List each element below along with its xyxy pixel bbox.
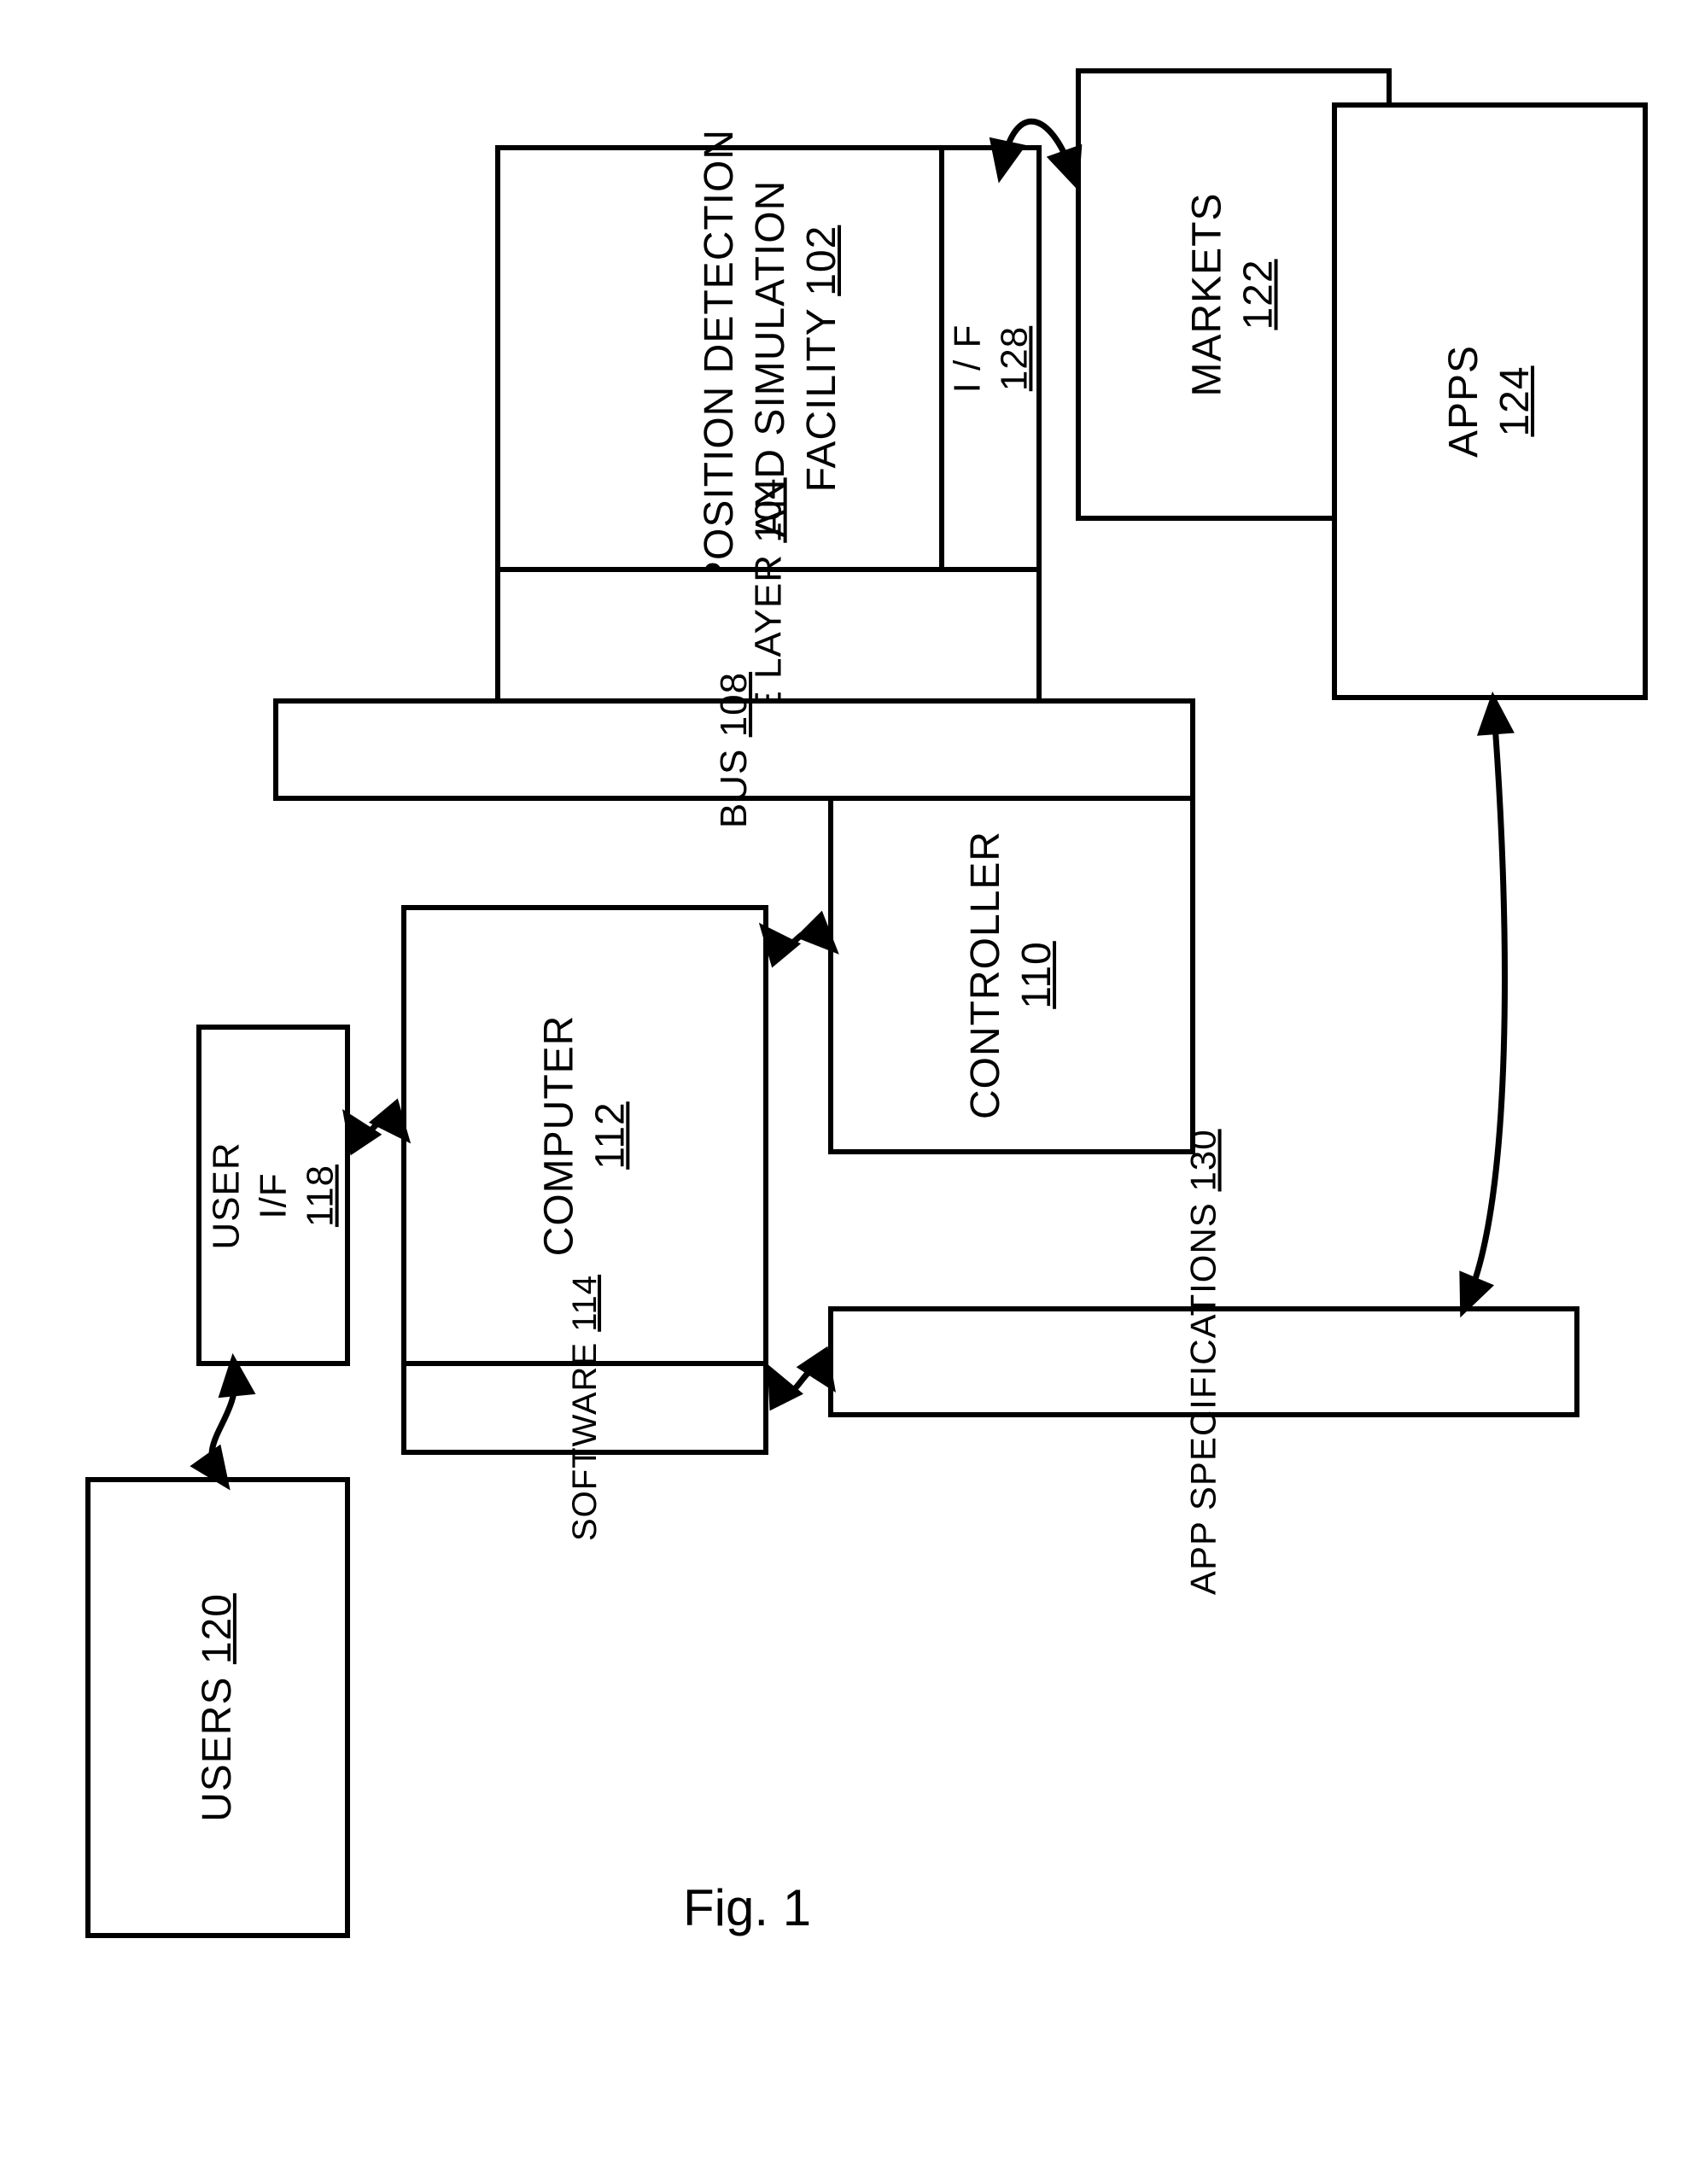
- controller-num: 110: [1014, 941, 1060, 1009]
- edge-apps-appspecs: [1468, 713, 1504, 1298]
- users-label: USERS: [195, 1677, 240, 1822]
- pdsf-line3: FACILITY: [799, 308, 844, 492]
- userif-line1: USER: [206, 1142, 248, 1249]
- box-software: SOFTWARE 114: [401, 1361, 768, 1455]
- controller-label: CONTROLLER: [963, 831, 1008, 1119]
- bus-label: BUS: [713, 748, 755, 827]
- userif-line2: I/F: [253, 1172, 295, 1218]
- edge-users-userif: [212, 1375, 235, 1473]
- box-controller: CONTROLLER 110: [828, 796, 1195, 1154]
- box-appspecs: APP SPECIFICATIONS 130: [828, 1306, 1579, 1417]
- box-bus: BUS 108: [273, 698, 1195, 801]
- markets-num: 122: [1236, 259, 1282, 330]
- computer-num: 112: [587, 1101, 633, 1170]
- appspecs-label: APP SPECIFICATIONS: [1183, 1202, 1223, 1595]
- edge-computer-userif: [354, 1119, 397, 1134]
- pdsf-num: 102: [799, 225, 844, 296]
- apps-label: APPS: [1441, 345, 1486, 458]
- figure-label: Fig. 1: [683, 1878, 811, 1937]
- diagram-canvas: POSITION DETECTION AND SIMULATION FACILI…: [0, 0, 1699, 2184]
- appspecs-num: 130: [1183, 1129, 1223, 1191]
- computer-label: COMPUTER: [536, 1015, 581, 1257]
- software-num: 114: [566, 1275, 604, 1332]
- box-if: I / F 128: [939, 145, 1042, 572]
- bus-num: 108: [713, 671, 755, 736]
- edge-controller-computer: [773, 931, 824, 946]
- pdsf-line1: POSITION DETECTION: [697, 129, 742, 588]
- users-num: 120: [195, 1593, 240, 1664]
- apps-num: 124: [1492, 365, 1538, 436]
- box-apps: APPS 124: [1332, 102, 1648, 700]
- if-num: 128: [993, 326, 1035, 391]
- box-userif: USER I/F 118: [196, 1025, 350, 1366]
- box-users: USERS 120: [85, 1477, 350, 1938]
- software-label: SOFTWARE: [566, 1342, 604, 1541]
- edge-software-appspecs: [777, 1369, 824, 1393]
- baselayer-num: 104: [747, 477, 789, 542]
- userif-num: 118: [300, 1164, 342, 1226]
- markets-label: MARKETS: [1185, 192, 1230, 396]
- if-label: I / F: [946, 324, 988, 394]
- box-baselayer: BASE LAYER 104: [495, 567, 1042, 704]
